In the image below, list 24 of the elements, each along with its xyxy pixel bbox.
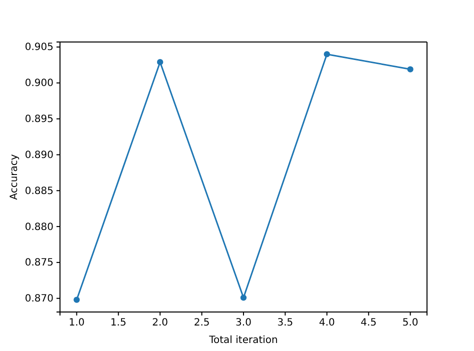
point (157, 59, 164, 66)
y-tick-label: 0.890 (24, 150, 54, 161)
point (74, 296, 80, 303)
x-tick-label: 4.0 (318, 318, 335, 329)
x-tick-label: 3.5 (277, 318, 294, 329)
y-tick-label: 0.885 (24, 186, 54, 197)
y-tick-label: 0.905 (24, 42, 54, 54)
point (240, 294, 247, 301)
x-tick-label: 2.0 (152, 318, 168, 329)
x-tick-label: 3.0 (236, 318, 252, 329)
y-tick-label: 0.870 (24, 294, 54, 305)
y-axis-title: Accuracy (9, 154, 20, 200)
x-tick-label: 4.5 (360, 318, 377, 329)
y-tick-label: 0.895 (24, 114, 54, 126)
y-tick-label: 0.900 (24, 78, 54, 90)
x-tick-label: 1.0 (68, 318, 85, 329)
point (324, 51, 330, 58)
x-axis-title: Total iteration (208, 335, 278, 346)
x-tick-label: 2.5 (194, 318, 210, 329)
x-tick-label: 5.0 (402, 318, 418, 329)
point (407, 66, 414, 72)
y-tick-label: 0.875 (24, 258, 54, 269)
x-tick-label: 1.5 (110, 318, 126, 329)
y-tick-label: 0.880 (24, 222, 54, 233)
